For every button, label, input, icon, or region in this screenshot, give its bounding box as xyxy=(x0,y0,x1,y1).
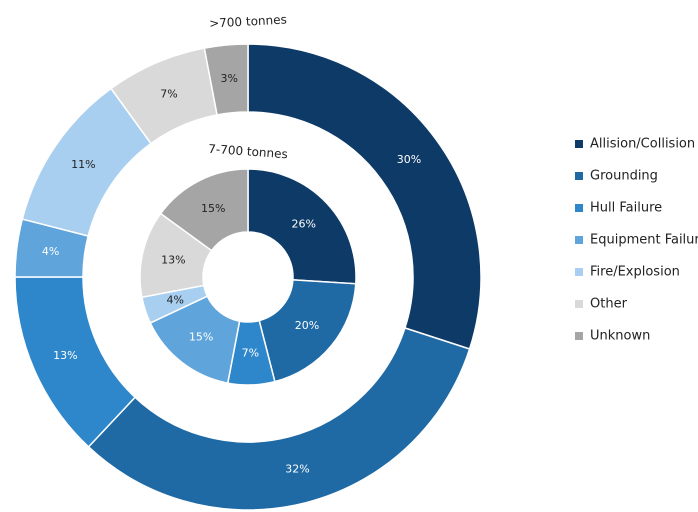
legend-label: Allision/Collision xyxy=(590,137,695,152)
legend-swatch xyxy=(575,332,583,340)
value-label: 7% xyxy=(160,87,177,100)
value-label: 13% xyxy=(53,349,77,362)
ring-label: 7-700 tonnes xyxy=(208,142,288,162)
value-label: 7% xyxy=(242,346,259,359)
legend-swatch xyxy=(575,140,583,148)
slice xyxy=(258,279,357,383)
legend-label: Grounding xyxy=(590,169,658,184)
value-label: 4% xyxy=(42,245,59,258)
value-label: 13% xyxy=(161,253,185,266)
slice xyxy=(247,43,482,350)
legend-label: Other xyxy=(590,297,628,312)
slice xyxy=(87,327,471,511)
value-label: 3% xyxy=(221,72,238,85)
ring-label: >700 tonnes xyxy=(209,12,287,30)
value-label: 15% xyxy=(189,330,213,343)
value-label: 11% xyxy=(71,158,95,171)
value-label: 15% xyxy=(201,202,225,215)
value-label: 20% xyxy=(295,319,319,332)
legend-label: Fire/Explosion xyxy=(590,265,680,280)
legend-label: Equipment Failure xyxy=(590,233,698,248)
slice xyxy=(247,168,357,285)
value-label: 26% xyxy=(292,218,316,231)
legend-label: Unknown xyxy=(590,329,650,344)
slice xyxy=(159,168,249,252)
legend-label: Hull Failure xyxy=(590,201,662,216)
slice xyxy=(203,43,249,116)
legend-swatch xyxy=(575,268,583,276)
legend-swatch xyxy=(575,300,583,308)
legend-swatch xyxy=(575,204,583,212)
legend-swatch xyxy=(575,172,583,180)
value-label: 30% xyxy=(397,153,421,166)
legend-swatch xyxy=(575,236,583,244)
value-label: 4% xyxy=(167,294,184,307)
value-label: 32% xyxy=(285,463,309,476)
